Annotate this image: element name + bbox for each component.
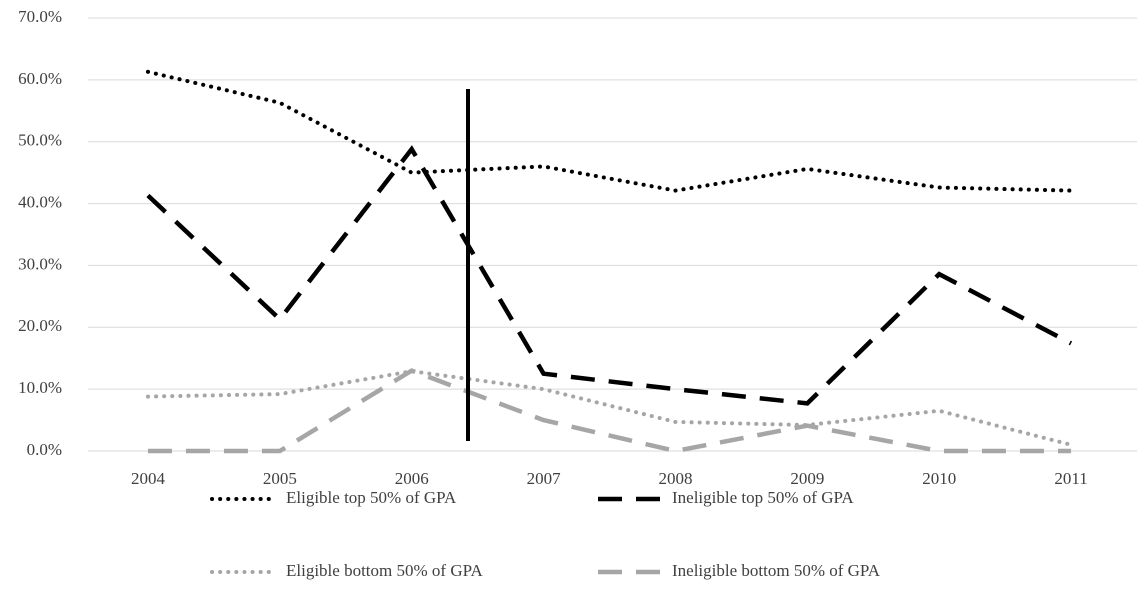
legend-label: Eligible top 50% of GPA (286, 488, 457, 507)
series-line (145, 69, 1074, 193)
series-line (147, 368, 1072, 454)
y-tick-label: 40.0% (18, 192, 62, 211)
y-tick-label: 70.0% (18, 7, 62, 26)
y-tick-label: 60.0% (18, 69, 62, 88)
y-tick-label: 10.0% (18, 378, 62, 397)
y-tick-label: 30.0% (18, 254, 62, 273)
x-tick-label: 2008 (658, 469, 692, 488)
x-tick-label: 2010 (922, 469, 956, 488)
x-tick-label: 2011 (1054, 469, 1087, 488)
legend-label: Ineligible bottom 50% of GPA (672, 561, 881, 580)
x-tick-label: 2005 (263, 469, 297, 488)
legend-label: Ineligible top 50% of GPA (672, 488, 854, 507)
x-tick-label: 2006 (395, 469, 429, 488)
x-tick-label: 2004 (131, 469, 166, 488)
x-tick-label: 2007 (527, 469, 562, 488)
series-line (145, 369, 1074, 447)
y-tick-label: 0.0% (27, 440, 62, 459)
series-line (146, 145, 1073, 406)
y-tick-label: 50.0% (18, 131, 62, 150)
y-tick-label: 20.0% (18, 316, 62, 335)
legend-label: Eligible bottom 50% of GPA (286, 561, 483, 580)
x-tick-label: 2009 (790, 469, 824, 488)
